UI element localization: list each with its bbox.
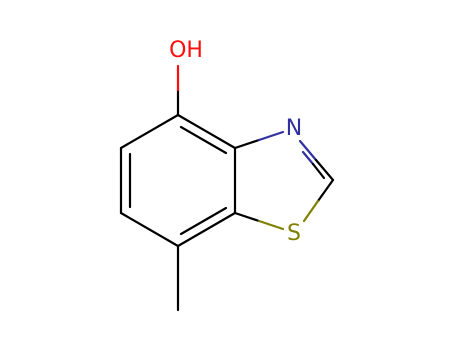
atom-label: OH (169, 38, 203, 63)
bond-double-inner (179, 125, 228, 155)
bond-double-inner (311, 162, 326, 180)
bond (176, 211, 237, 248)
bond (176, 113, 237, 150)
bond (298, 139, 318, 162)
bond (119, 113, 180, 150)
bond-double-inner (301, 150, 315, 166)
bond (233, 138, 261, 150)
bond (302, 199, 320, 223)
atom-label: N (286, 116, 302, 141)
bond (257, 219, 285, 231)
atom-label: S (287, 221, 301, 246)
bond (257, 130, 285, 142)
bond (314, 158, 335, 182)
bond (233, 211, 261, 223)
bonds (119, 64, 335, 312)
bond-double-inner (179, 206, 228, 236)
bond (119, 211, 180, 248)
bond (316, 178, 335, 203)
